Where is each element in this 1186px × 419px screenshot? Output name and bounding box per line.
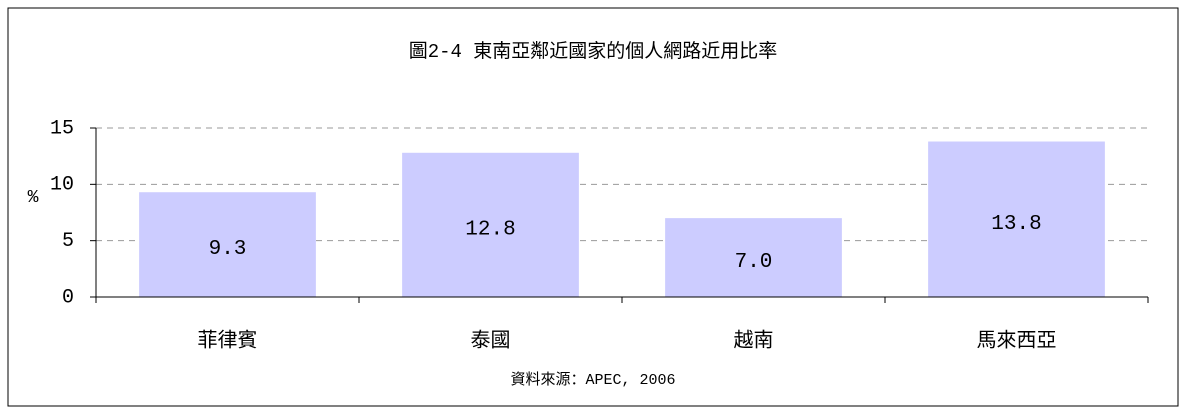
bar bbox=[665, 218, 842, 297]
y-tick-label: 0 bbox=[62, 286, 74, 309]
data-label: 12.8 bbox=[465, 218, 515, 241]
x-tick-label: 馬來西亞 bbox=[977, 328, 1057, 353]
y-tick-label: 15 bbox=[50, 117, 74, 140]
x-tick-label: 越南 bbox=[734, 328, 774, 353]
bar bbox=[928, 141, 1105, 297]
bar bbox=[139, 192, 316, 297]
x-tick-label: 菲律賓 bbox=[198, 328, 258, 353]
data-label: 13.8 bbox=[991, 213, 1041, 236]
source-note: 資料來源：APEC, 2006 bbox=[510, 371, 675, 389]
x-tick-label: 泰國 bbox=[471, 328, 511, 353]
y-axis-label: % bbox=[28, 188, 39, 208]
data-label: 9.3 bbox=[209, 238, 247, 261]
chart-title: 圖2-4 東南亞鄰近國家的個人網路近用比率 bbox=[409, 40, 778, 63]
y-tick-label: 10 bbox=[50, 174, 74, 197]
bar bbox=[402, 152, 579, 297]
y-tick-label: 5 bbox=[62, 230, 74, 253]
data-label: 7.0 bbox=[735, 251, 773, 274]
